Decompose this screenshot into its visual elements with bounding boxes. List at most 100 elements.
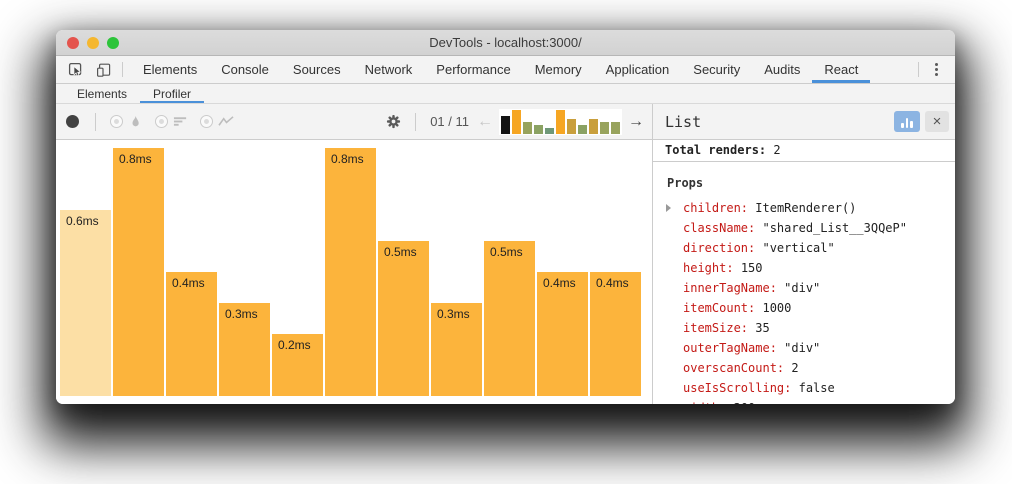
divider xyxy=(95,112,96,131)
commit-bar[interactable]: 0.5ms xyxy=(484,241,535,396)
prop-key: itemSize: xyxy=(683,321,749,335)
prop-row-width: width: 300 xyxy=(663,398,945,404)
prop-row-innerTagName: innerTagName: "div" xyxy=(663,278,945,298)
traffic-lights xyxy=(67,37,119,49)
zoom-window-button[interactable] xyxy=(107,37,119,49)
props-heading: Props xyxy=(667,176,704,190)
prop-key: height: xyxy=(683,261,734,275)
commit-bar[interactable]: 0.3ms xyxy=(219,303,270,396)
prop-value: "div" xyxy=(784,341,821,355)
ranked-chart-radio[interactable] xyxy=(155,115,168,128)
record-button[interactable] xyxy=(66,115,79,128)
ranked-chart-icon[interactable] xyxy=(173,114,188,129)
prop-value: 1000 xyxy=(762,301,792,315)
bar-duration-label: 0.8ms xyxy=(331,152,364,166)
prop-value: "shared_List__3QQeP" xyxy=(762,221,907,235)
tab-console[interactable]: Console xyxy=(221,62,269,77)
devtools-tab-bar: Elements Console Sources Network Performance… xyxy=(56,56,955,84)
prop-key: className: xyxy=(683,221,756,235)
commit-bar[interactable]: 0.2ms xyxy=(272,334,323,396)
total-renders: Total renders: 2 xyxy=(653,140,955,162)
commit-bar-chart: 0.6ms 0.8ms 0.4ms 0.3ms 0.2ms 0.8ms 0.5ms 0.3ms… xyxy=(56,140,652,404)
subtab-profiler[interactable]: Profiler xyxy=(140,84,205,103)
bar-duration-label: 0.2ms xyxy=(278,338,311,352)
commit-bar[interactable]: 0.4ms xyxy=(537,272,588,396)
bar-duration-label: 0.6ms xyxy=(66,214,99,228)
minimap-bar[interactable] xyxy=(589,118,598,134)
tab-audits[interactable]: Audits xyxy=(764,62,801,77)
tab-memory[interactable]: Memory xyxy=(534,62,582,77)
commit-bar[interactable]: 0.6ms xyxy=(60,210,111,396)
next-commit-arrow[interactable]: → xyxy=(628,112,644,130)
component-name: List xyxy=(665,112,702,131)
minimize-window-button[interactable] xyxy=(87,37,99,49)
tab-security[interactable]: Security xyxy=(693,62,741,77)
prop-row-itemSize: itemSize: 35 xyxy=(663,318,945,338)
flamegraph-icon[interactable] xyxy=(128,114,143,130)
prop-row-direction: direction: "vertical" xyxy=(663,238,945,258)
tab-sources[interactable]: Sources xyxy=(292,62,341,77)
subtab-elements[interactable]: Elements xyxy=(77,86,128,101)
commit-bar[interactable]: 0.8ms xyxy=(325,148,376,396)
more-options-icon[interactable] xyxy=(923,56,949,83)
bar-duration-label: 0.4ms xyxy=(172,276,205,290)
minimap-bar[interactable] xyxy=(567,118,576,134)
tab-application[interactable]: Application xyxy=(605,62,670,77)
prop-row-useIsScrolling: useIsScrolling: false xyxy=(663,378,945,398)
commit-bar[interactable]: 0.4ms xyxy=(166,272,217,396)
window-title: DevTools - localhost:3000/ xyxy=(429,35,582,50)
tab-performance[interactable]: Performance xyxy=(436,62,511,77)
prop-value: 300 xyxy=(734,401,756,404)
minimap-bar[interactable] xyxy=(556,109,565,134)
main-tabs: Elements Console Sources Network Performance… xyxy=(131,56,871,83)
commit-bar[interactable]: 0.5ms xyxy=(378,241,429,396)
profiler-toolbar: 01 / 11 ← → xyxy=(56,104,652,140)
minimap-bar[interactable] xyxy=(501,115,510,134)
prop-key: children: xyxy=(683,201,749,215)
props-list: children: ItemRenderer() className: "shar… xyxy=(663,198,945,404)
minimap-bar[interactable] xyxy=(523,121,532,134)
total-renders-value: 2 xyxy=(773,143,781,157)
bar-duration-label: 0.3ms xyxy=(437,307,470,321)
prop-key: outerTagName: xyxy=(683,341,777,355)
expand-arrow-icon[interactable] xyxy=(666,204,671,212)
bar-duration-label: 0.5ms xyxy=(490,245,523,259)
tab-elements[interactable]: Elements xyxy=(143,62,198,77)
device-toolbar-icon[interactable] xyxy=(90,56,118,83)
tab-react[interactable]: React xyxy=(812,56,871,83)
settings-gear-icon[interactable] xyxy=(386,114,401,129)
minimap-bar[interactable] xyxy=(512,109,521,134)
divider xyxy=(918,62,919,77)
minimap-bar[interactable] xyxy=(534,124,543,134)
prop-row-height: height: 150 xyxy=(663,258,945,278)
flamegraph-radio[interactable] xyxy=(110,115,123,128)
component-chart-button[interactable] xyxy=(894,111,920,132)
minimap-bar[interactable] xyxy=(611,121,620,134)
commit-bar[interactable]: 0.3ms xyxy=(431,303,482,396)
prop-key: direction: xyxy=(683,241,756,255)
minimap-bar[interactable] xyxy=(600,121,609,134)
interactions-radio[interactable] xyxy=(200,115,213,128)
bar-duration-label: 0.3ms xyxy=(225,307,258,321)
commit-bar[interactable]: 0.4ms xyxy=(590,272,641,396)
selected-component-panel: List × Total renders: 2 Props children: … xyxy=(653,104,955,404)
close-window-button[interactable] xyxy=(67,37,79,49)
minimap-bar[interactable] xyxy=(545,127,554,134)
prop-row-className: className: "shared_List__3QQeP" xyxy=(663,218,945,238)
divider xyxy=(122,62,123,77)
prop-value: false xyxy=(798,381,835,395)
prop-key: itemCount: xyxy=(683,301,756,315)
minimap-bar[interactable] xyxy=(578,124,587,134)
prop-row-overscanCount: overscanCount: 2 xyxy=(663,358,945,378)
prev-commit-arrow[interactable]: ← xyxy=(477,112,493,130)
tab-network[interactable]: Network xyxy=(364,62,413,77)
prop-value: "vertical" xyxy=(762,241,835,255)
commit-minimap[interactable] xyxy=(499,108,622,135)
commit-bar[interactable]: 0.8ms xyxy=(113,148,164,396)
close-panel-button[interactable]: × xyxy=(925,111,949,132)
inspect-element-icon[interactable] xyxy=(62,56,90,83)
total-renders-label: Total renders: xyxy=(665,143,767,157)
prop-value: 150 xyxy=(740,261,763,275)
prop-key: width: xyxy=(683,401,726,404)
interactions-chart-icon[interactable] xyxy=(218,114,235,129)
